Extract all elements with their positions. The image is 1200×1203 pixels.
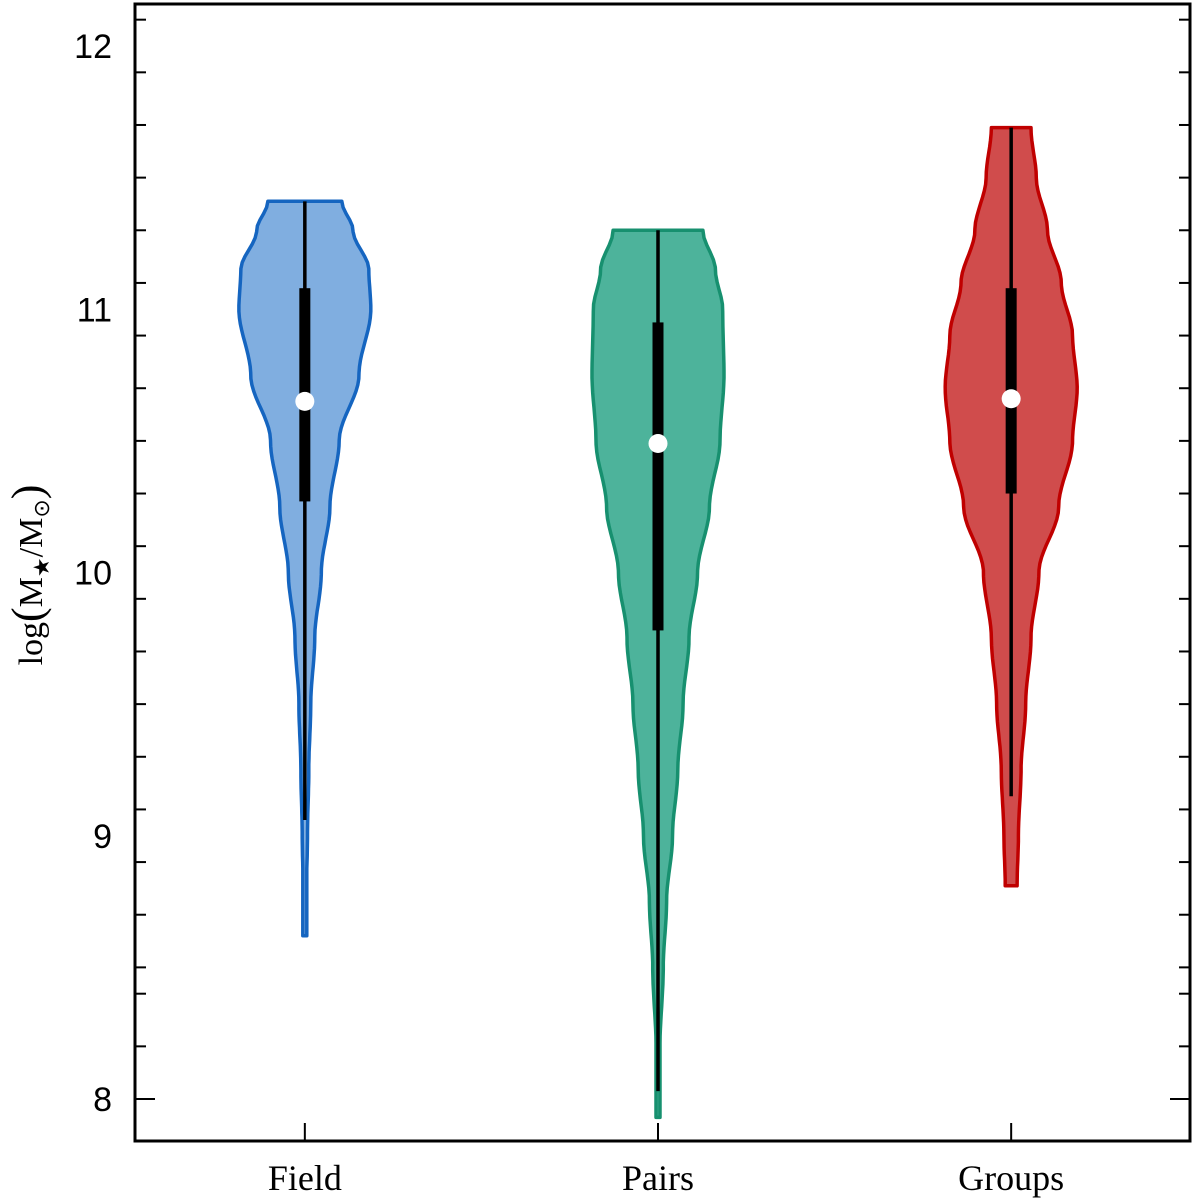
y-axis-title-log: log	[13, 622, 50, 665]
box-layer	[295, 127, 1021, 1092]
median-dot-field	[295, 391, 315, 411]
y-axis-title-close-paren: )	[3, 485, 52, 500]
y-axis-title-mass: M	[13, 577, 50, 607]
y-axis-title-sun-subscript: ⊙	[29, 499, 54, 517]
y-tick-label-9: 9	[93, 818, 112, 856]
iqr-box-pairs	[652, 322, 664, 631]
x-tick-label-field: Field	[268, 1158, 342, 1198]
y-axis-title-star-subscript: ★	[29, 557, 54, 577]
median-dot-groups	[1001, 389, 1021, 409]
plot-frame	[133, 2, 1192, 1143]
y-axis-title-open-paren: (	[3, 607, 52, 622]
y-tick-label-10: 10	[74, 555, 112, 593]
label-layer: Field Pairs Groups 8 9 10 11 12	[74, 28, 1064, 1198]
y-axis-title-slash: /	[13, 547, 50, 557]
tick-layer	[135, 18, 1190, 1141]
y-tick-label-8: 8	[93, 1081, 112, 1119]
median-dot-pairs	[648, 434, 668, 454]
y-axis-title: log(M★/M⊙)	[3, 485, 54, 666]
y-axis-title-solar-mass: M	[13, 518, 50, 548]
y-tick-label-12: 12	[74, 28, 112, 66]
x-tick-label-pairs: Pairs	[622, 1158, 694, 1198]
y-tick-label-11: 11	[77, 291, 112, 329]
x-tick-label-groups: Groups	[958, 1158, 1064, 1198]
